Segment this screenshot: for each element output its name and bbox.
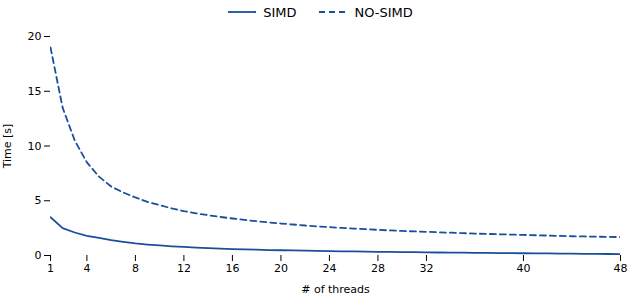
svg-text:12: 12 (177, 262, 191, 275)
svg-text:5: 5 (35, 194, 42, 207)
svg-text:32: 32 (419, 262, 433, 275)
html-text:SIMD: SIMD (263, 4, 297, 20)
svg-text:28: 28 (371, 262, 385, 275)
svg-text:40: 40 (516, 262, 530, 275)
html-text:NO-SIMD: NO-SIMD (354, 4, 413, 20)
svg-text:24: 24 (322, 262, 336, 275)
svg-text:15: 15 (28, 85, 42, 98)
svg-text:16: 16 (225, 262, 239, 275)
svg-text:48: 48 (614, 262, 628, 275)
svg-text:10: 10 (28, 140, 42, 153)
svg-text:# of threads: # of threads (301, 283, 370, 296)
svg-text:Time [s]: Time [s] (1, 124, 14, 170)
svg-text:20: 20 (28, 30, 42, 43)
svg-text:0: 0 (35, 249, 42, 262)
svg-text:4: 4 (83, 262, 90, 275)
svg-text:1: 1 (47, 262, 54, 275)
svg-text:8: 8 (132, 262, 139, 275)
svg-text:20: 20 (274, 262, 288, 275)
